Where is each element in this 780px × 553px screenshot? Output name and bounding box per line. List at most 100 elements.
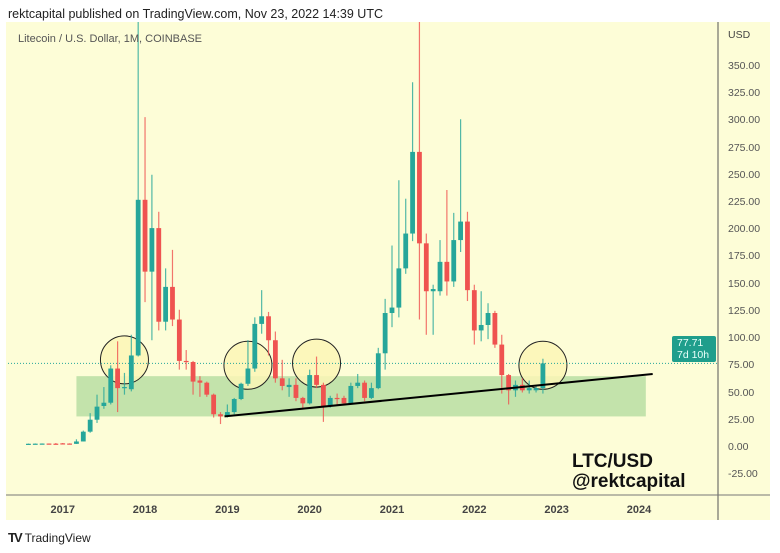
candle-body [259, 316, 265, 324]
candle-body [293, 384, 299, 398]
candle-body [506, 375, 512, 391]
candle-body [279, 378, 285, 386]
candle-body [67, 443, 72, 445]
price-tick-label: 25.00 [728, 413, 755, 426]
published-header: rektcapital published on TradingView.com… [8, 7, 383, 21]
candle-body [327, 397, 333, 406]
candle-body [94, 406, 100, 420]
candle-body [101, 402, 107, 406]
candle-body [53, 443, 59, 445]
time-tick-label: 2024 [626, 504, 652, 516]
price-tick-label: 200.00 [728, 223, 761, 236]
last-price-tag: 77.71 7d 10h [672, 336, 716, 362]
time-tick-label: 2023 [544, 504, 569, 516]
candle-body [39, 443, 45, 445]
watermark-author: @rektcapital [572, 471, 686, 492]
candle-body [369, 388, 374, 398]
candle-body [115, 368, 120, 389]
candle-body [362, 382, 367, 398]
candle-body [87, 419, 93, 432]
time-tick-label: 2017 [50, 504, 75, 516]
price-tick-label: 225.00 [728, 196, 761, 209]
candle-body [266, 316, 271, 341]
candle-body [465, 221, 470, 291]
price-tick-label: 125.00 [728, 304, 761, 317]
time-tick-label: 2022 [462, 504, 487, 516]
candle-body [430, 289, 436, 292]
candle-body [80, 431, 86, 442]
price-tick-label: 75.00 [728, 359, 755, 372]
symbol-legend[interactable]: Litecoin / U.S. Dollar, 1M, COINBASE [18, 33, 203, 45]
candle-body [245, 368, 251, 384]
footer[interactable]: TV TradingView [8, 530, 91, 545]
candle-body [444, 261, 450, 282]
candle-body [423, 243, 429, 292]
watermark: LTC/USD @rektcapital [572, 452, 686, 492]
candle-body [300, 397, 306, 404]
price-tick-label: 325.00 [728, 87, 761, 100]
candle-body [149, 228, 155, 272]
candle-body [321, 384, 326, 407]
candle-countdown: 7d 10h [677, 349, 710, 361]
price-tick-label: 350.00 [728, 59, 761, 72]
candle-body [238, 383, 244, 400]
price-tick-label: 150.00 [728, 277, 761, 290]
candle-body [135, 199, 141, 356]
candle-body [190, 362, 196, 382]
candle-body [122, 387, 127, 389]
price-tick-label: 175.00 [728, 250, 761, 263]
time-tick-label: 2018 [132, 504, 158, 516]
candle-body [389, 307, 395, 314]
price-tick-label: 275.00 [728, 141, 761, 154]
candle-body [533, 388, 539, 391]
candle-body [60, 443, 66, 445]
candle-body [218, 414, 223, 417]
time-tick-label: 2021 [379, 504, 405, 516]
candle-body [170, 286, 175, 320]
candle-body [410, 151, 415, 234]
tradingview-logo-icon: TV [8, 530, 23, 545]
candle-body [211, 394, 217, 415]
candle-body [26, 443, 31, 445]
time-tick-label: 2020 [297, 504, 322, 516]
price-tick-label: 300.00 [728, 114, 761, 127]
candle-body [32, 443, 38, 445]
candle-body [128, 355, 134, 390]
chart-panel[interactable] [6, 22, 770, 520]
candle-body [224, 412, 230, 417]
price-tick-label: 0.00 [728, 441, 749, 453]
candle-body [183, 360, 189, 363]
candle-body [540, 363, 546, 389]
candle-body [156, 228, 162, 322]
support-trendline [224, 372, 653, 418]
candle-body [176, 319, 182, 361]
candle-body [341, 397, 347, 404]
candle-body [458, 221, 463, 241]
price-axis-currency: USD [728, 29, 751, 41]
candle-body [396, 268, 402, 308]
plot-area [8, 22, 718, 445]
candle-body [526, 388, 532, 391]
candle-body [355, 382, 361, 386]
candle-body [314, 375, 319, 385]
candle-body [272, 340, 278, 379]
price-tick-label: 100.00 [728, 332, 761, 345]
footer-brand: TradingView [24, 530, 91, 545]
candle-body [382, 313, 388, 354]
candle-body [492, 313, 498, 345]
candle-body [348, 385, 354, 404]
candle-body [142, 199, 148, 272]
candle-body [471, 290, 477, 331]
candle-body [375, 353, 381, 389]
candle-body [485, 313, 491, 325]
candle-body [108, 368, 114, 403]
candle-body [197, 380, 203, 383]
candle-body [46, 443, 52, 445]
candle-body [204, 382, 210, 395]
watermark-pair: LTC/USD [572, 451, 653, 472]
candle-body [478, 324, 484, 331]
candle-body [307, 375, 313, 404]
candle-body [437, 261, 443, 292]
candle-body [417, 151, 422, 244]
